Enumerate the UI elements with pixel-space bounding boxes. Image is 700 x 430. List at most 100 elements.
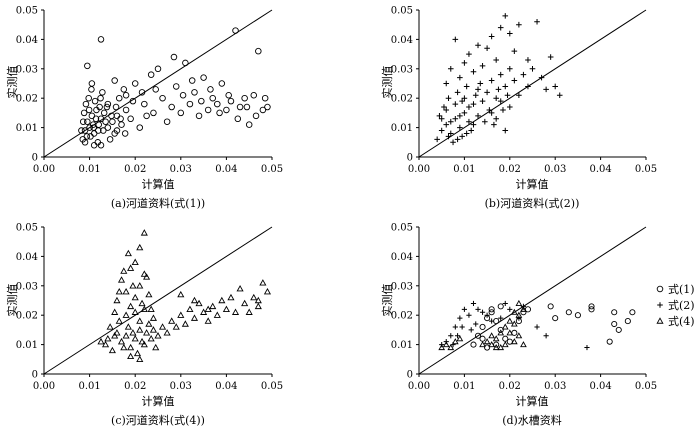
- legend-item-3: 式(4): [656, 315, 695, 328]
- data-point: [170, 53, 178, 61]
- data-point: [479, 309, 486, 315]
- data-point: [158, 323, 167, 330]
- data-point: [115, 287, 123, 295]
- data-point: [115, 317, 123, 324]
- data-point: [447, 344, 455, 351]
- data-point: [489, 318, 495, 324]
- data-point: [468, 327, 474, 333]
- data-point: [497, 329, 505, 336]
- data-point: [186, 100, 194, 108]
- panel-d-reference-line: [418, 226, 647, 375]
- data-point: [611, 309, 618, 316]
- data-point: [207, 86, 214, 93]
- data-point: [141, 100, 148, 108]
- data-point: [252, 112, 260, 120]
- panel-b-reference-line: [418, 9, 647, 158]
- data-point: [108, 346, 116, 354]
- legend-label-2: 式(2): [668, 299, 695, 312]
- data-point: [438, 344, 446, 351]
- data-point: [502, 127, 509, 134]
- legend-triangle-marker-shape: [656, 317, 664, 324]
- panel-a: 0.00 0.01 0.02 0.03 0.04 0.05 0 0.01 0.02 0.03 0.0…: [5, 6, 283, 211]
- data-point: [488, 309, 495, 316]
- y-tick-label: 0.02: [391, 311, 413, 322]
- data-point: [479, 341, 486, 348]
- data-point: [483, 338, 491, 345]
- data-point: [259, 106, 267, 114]
- data-point: [140, 305, 148, 313]
- data-point: [497, 326, 504, 333]
- y-tick-label: 0: [32, 153, 38, 164]
- legend-label-1: 式(1): [668, 283, 695, 296]
- data-point: [547, 54, 554, 60]
- data-point: [484, 312, 490, 318]
- data-point: [118, 121, 125, 128]
- data-point: [515, 311, 523, 318]
- data-point: [222, 305, 230, 313]
- data-point: [497, 71, 504, 78]
- data-point: [121, 130, 129, 137]
- data-point: [204, 106, 212, 114]
- data-point: [127, 302, 135, 310]
- data-point: [218, 80, 226, 87]
- data-point: [243, 103, 251, 111]
- data-point: [479, 323, 486, 331]
- data-point: [497, 303, 504, 310]
- data-point: [214, 100, 221, 108]
- y-tick-label: 0: [407, 370, 413, 381]
- data-point: [457, 124, 463, 131]
- data-point: [129, 97, 137, 105]
- data-point: [525, 83, 531, 90]
- data-point: [143, 112, 150, 120]
- data-point: [241, 94, 248, 102]
- data-point: [104, 334, 112, 342]
- data-point: [441, 104, 447, 110]
- panel-b-tick-labels: 0.00 0.01 0.02 0.03 0.04 0.05 0 0.01 0.02 0.03 0.0…: [391, 6, 657, 176]
- data-point: [565, 309, 572, 316]
- data-point: [488, 306, 495, 313]
- legend-circle-marker-shape: [656, 285, 664, 293]
- data-point: [466, 104, 472, 110]
- x-tick-label: 0.00: [408, 164, 430, 175]
- data-point: [459, 98, 465, 104]
- legend-plus-marker-shape: [657, 302, 663, 308]
- data-point: [459, 324, 465, 330]
- x-tick-label: 0.03: [544, 381, 566, 392]
- data-point: [520, 305, 527, 312]
- data-point: [113, 329, 121, 336]
- y-tick-label: 0.05: [391, 223, 413, 234]
- data-point: [117, 115, 124, 123]
- data-point: [501, 341, 509, 348]
- data-point: [90, 124, 97, 131]
- data-point: [434, 136, 440, 143]
- data-point: [507, 30, 513, 37]
- panel-c-points: [97, 229, 272, 362]
- data-point: [466, 118, 472, 125]
- data-point: [488, 341, 496, 348]
- y-tick-label: 0.01: [16, 123, 38, 134]
- data-point: [111, 308, 119, 315]
- x-tick-label: 0.00: [33, 381, 55, 392]
- y-tick-label: 0.01: [391, 340, 413, 351]
- data-point: [254, 296, 262, 304]
- data-point: [179, 92, 187, 99]
- data-point: [463, 83, 470, 90]
- x-tick-label: 0.02: [124, 381, 146, 392]
- data-point: [111, 77, 118, 84]
- data-point: [452, 36, 459, 43]
- data-point: [501, 323, 509, 330]
- panel-c: 0.00 0.01 0.02 0.03 0.04 0.05 0 0.01 0.02 0.03 0.0…: [5, 223, 283, 428]
- data-point: [493, 95, 499, 101]
- x-tick-label: 0.01: [78, 381, 100, 392]
- data-point: [95, 127, 102, 134]
- y-tick-label: 0.05: [391, 6, 413, 17]
- data-point: [475, 113, 481, 119]
- data-point: [461, 95, 468, 101]
- data-point: [584, 344, 590, 351]
- x-tick-label: 0.02: [499, 381, 521, 392]
- x-tick-label: 0.03: [170, 381, 192, 392]
- data-point: [108, 112, 115, 120]
- data-point: [143, 329, 151, 336]
- panel-d-x-label: 计算值: [516, 394, 549, 408]
- data-point: [131, 334, 139, 342]
